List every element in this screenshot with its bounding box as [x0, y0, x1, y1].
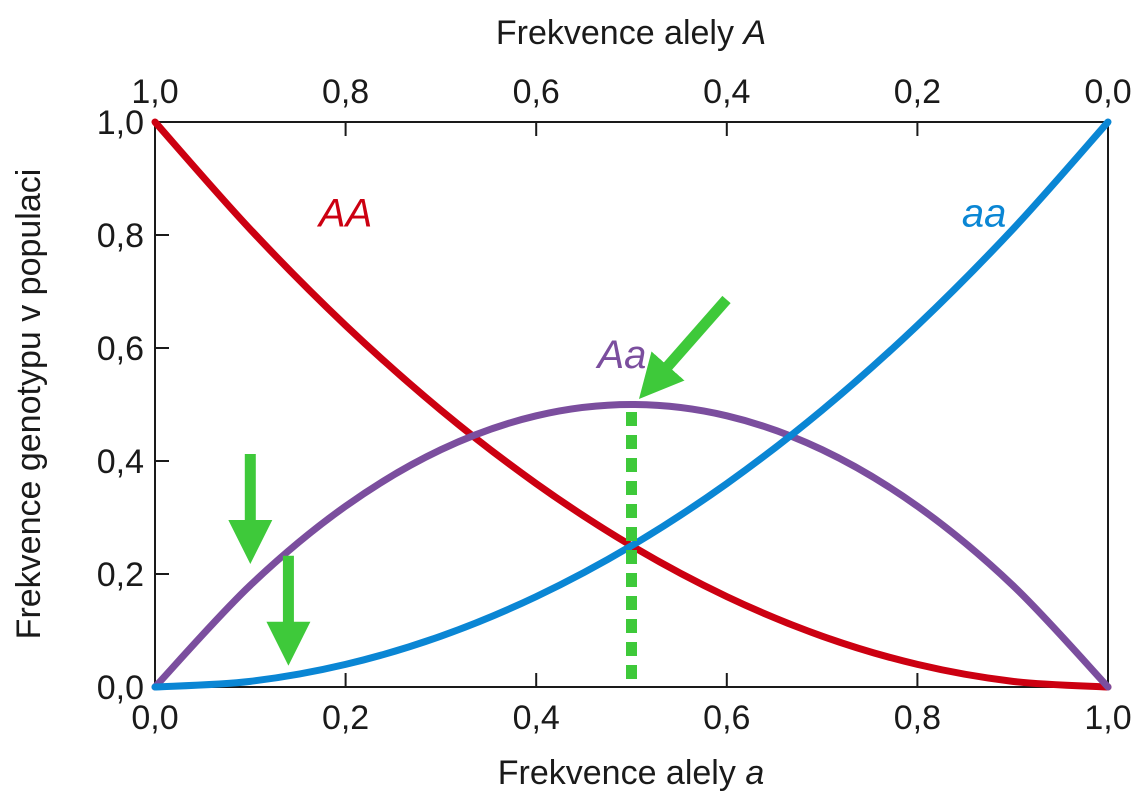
x-bottom-tick-label: 0,0	[131, 699, 178, 737]
x-bottom-tick-label: 1,0	[1084, 699, 1131, 737]
annotation-layer	[228, 295, 731, 679]
x-bottom-tick-label: 0,8	[894, 699, 941, 737]
x-bottom-ticks: 0,0 0,2 0,4 0,6 0,8 1,0	[131, 673, 1132, 737]
y-tick-label: 0,0	[97, 669, 144, 707]
annotation-arrow-1	[638, 295, 731, 400]
x-bottom-axis-title: Frekvence alely a	[498, 754, 764, 792]
plot-area-frame	[154, 121, 1109, 688]
y-tick-label: 0,6	[97, 330, 144, 368]
x-bottom-tick-label: 0,6	[703, 699, 750, 737]
x-bottom-tick-label: 0,2	[322, 699, 369, 737]
x-top-tick-label: 0,4	[703, 73, 750, 111]
x-top-tick-label: 0,8	[322, 73, 369, 111]
x-top-axis-title: Frekvence alely A	[496, 14, 766, 52]
x-top-tick-label: 0,2	[894, 73, 941, 111]
series-line-aa	[151, 118, 1112, 691]
x-top-ticks: 1,0 0,8 0,6 0,4 0,2 0,0	[131, 73, 1132, 136]
series-label-aa: Aa	[596, 333, 647, 377]
x-top-tick-label: 0,6	[513, 73, 560, 111]
y-tick-label: 0,4	[97, 443, 144, 481]
series-label-aa: AA	[317, 192, 372, 236]
y-axis-title: Frekvence genotypu v populaci	[10, 169, 48, 640]
series-layer	[151, 118, 1112, 691]
series-labels: AA Aa aa	[317, 192, 1006, 377]
x-bottom-tick-label: 0,4	[513, 699, 560, 737]
y-ticks: 0,0 0,2 0,4 0,6 0,8 1,0	[97, 104, 169, 707]
y-tick-label: 0,2	[97, 556, 144, 594]
y-tick-label: 1,0	[97, 104, 144, 142]
series-line-aa	[151, 401, 1112, 691]
x-top-tick-label: 0,0	[1084, 73, 1131, 111]
x-top-tick-label: 1,0	[131, 73, 178, 111]
series-line-aa	[151, 118, 1112, 691]
series-label-aa: aa	[962, 192, 1007, 236]
y-tick-label: 0,8	[97, 217, 144, 255]
